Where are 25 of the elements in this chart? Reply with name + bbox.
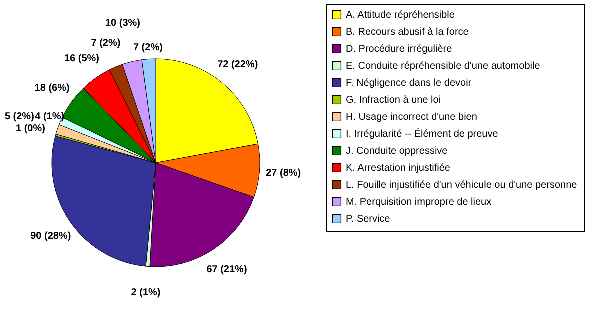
data-label: 72 (22%) <box>218 60 258 71</box>
data-label: 90 (28%) <box>30 231 72 242</box>
legend-label: H. Usage incorrect d'une bien <box>346 112 478 123</box>
data-label: 27 (8%) <box>266 168 302 179</box>
data-label: 7 (2%) <box>91 38 121 50</box>
legend-label: I. Irrégularité -- Élément de preuve <box>346 128 499 140</box>
data-label: 16 (5%) <box>64 54 100 65</box>
legend-label: F. Négligence dans le devoir <box>346 78 472 89</box>
data-label: 10 (3%) <box>105 18 140 29</box>
data-label: 67 (21%) <box>206 264 248 276</box>
legend-label: E. Conduite répréhensible d'une automobile <box>346 61 541 72</box>
data-label: 1 (0%) <box>16 123 46 134</box>
legend-label: G. Infraction à une loi <box>346 95 442 106</box>
legend-label: P. Service <box>346 214 391 225</box>
legend-label: L. Fouille injustifiée d'un véhicule ou d'une personne <box>346 180 578 191</box>
legend-label: A. Attitude répréhensible <box>346 10 456 21</box>
legend-label: D. Procédure irrégulière <box>346 44 453 55</box>
data-label: 18 (6%) <box>34 82 70 94</box>
legend-label: J. Conduite oppressive <box>346 146 448 157</box>
data-label: 2 (1%) <box>131 288 161 299</box>
legend-label: K. Arrestation injustifiée <box>346 163 451 174</box>
legend-label: M. Perquisition impropre de lieux <box>346 197 492 208</box>
legend-label: B. Recours abusif à la force <box>346 27 470 38</box>
data-label: 5 (2%) <box>4 112 34 123</box>
data-label: 7 (2%) <box>133 42 163 54</box>
